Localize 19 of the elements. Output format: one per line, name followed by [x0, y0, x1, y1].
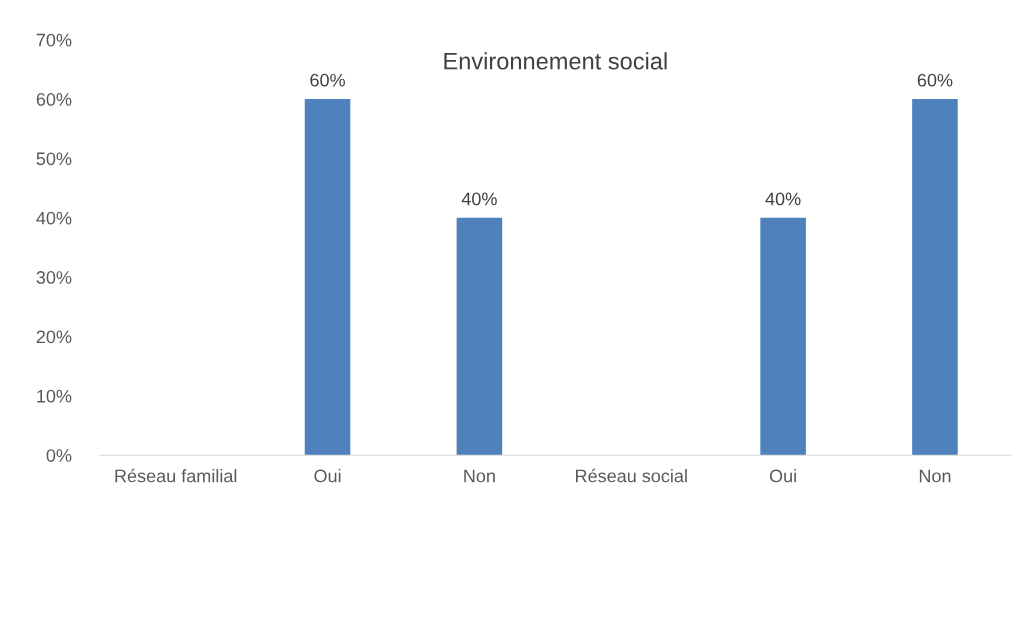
x-tick-label: Réseau social [576, 468, 687, 483]
x-tick-label: Non [919, 469, 951, 483]
y-tick-label: 70% [36, 33, 72, 47]
chart-title: Environnement social [444, 52, 667, 70]
x-tick-label: Oui [314, 469, 341, 483]
y-tick-label: 40% [36, 211, 72, 225]
data-label: 40% [765, 192, 801, 206]
y-tick-label: 50% [36, 152, 72, 166]
y-tick-label: 30% [36, 271, 72, 284]
x-tick-label: Réseau familial [115, 468, 237, 483]
y-tick-label: 0% [46, 449, 72, 462]
data-label: 60% [310, 73, 345, 87]
x-tick-label: Non [464, 469, 495, 483]
data-label: 40% [461, 192, 497, 206]
y-tick-label: 10% [37, 389, 72, 403]
x-tick-label: Oui [769, 469, 796, 483]
y-tick-label: 60% [36, 93, 72, 106]
data-label: 60% [917, 73, 953, 87]
y-tick-label: 20% [36, 330, 72, 344]
